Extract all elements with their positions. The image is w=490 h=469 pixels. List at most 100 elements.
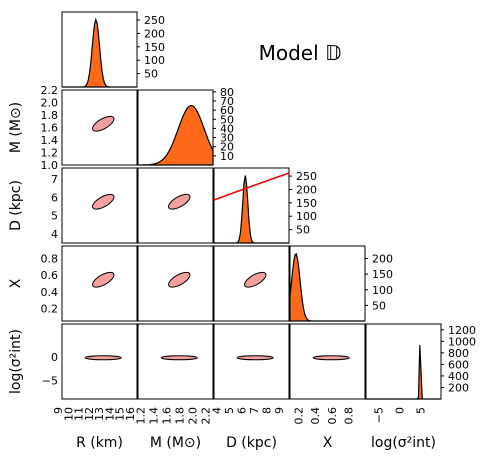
x-tick-label: 1.4 [148, 407, 161, 425]
y-tick-label: 0.6 [41, 269, 59, 282]
hist-tick-label: 60 [220, 104, 234, 117]
y-tick-label: −5 [42, 374, 58, 387]
y-tick-label: 6 [51, 191, 58, 204]
x-tick-label: 5 [414, 407, 427, 414]
x-axis-label-R: R (km) [76, 435, 123, 451]
scatter-panel-M-sig [137, 323, 214, 400]
hist-tick-label: 50 [144, 68, 158, 81]
histogram-frame-X [289, 245, 366, 322]
posterior-contour [160, 355, 198, 361]
histogram-D [214, 175, 289, 244]
hist-tick-label: 100 [372, 284, 393, 297]
hist-tick-label: 10 [220, 150, 234, 163]
x-tick-label: 1.8 [174, 407, 187, 425]
hist-tick-label: 30 [220, 132, 234, 145]
hist-tick-label: 80 [220, 86, 234, 99]
y-tick-label: 0.2 [41, 303, 59, 316]
histogram-R [62, 17, 137, 88]
hist-tick-label: 1000 [448, 335, 476, 348]
y-tick-label: 5 [51, 210, 58, 223]
scatter-panel-R-sig [61, 323, 138, 400]
x-tick-label: 14 [103, 407, 116, 421]
hist-tick-label: 600 [448, 358, 469, 371]
x-tick-label: 0.6 [326, 407, 339, 425]
x-tick-label: 11 [73, 407, 86, 421]
scatter-panel-D-sig [213, 323, 290, 400]
x-tick-label: 12 [83, 407, 96, 421]
histogram-frame-sig [365, 323, 442, 400]
y-axis-label: log(σ²int) [8, 329, 24, 394]
histogram-sig [366, 344, 441, 400]
y-axis-label: X [8, 278, 24, 288]
hist-tick-label: 200 [372, 253, 393, 266]
x-axis-label-sig: log(σ²int) [371, 435, 436, 451]
x-tick-label: 2.2 [200, 407, 213, 425]
x-tick-label: 4 [210, 407, 223, 414]
x-tick-label: 2.0 [187, 407, 200, 425]
x-tick-label: 13 [93, 407, 106, 421]
x-tick-label: 10 [62, 407, 75, 421]
y-tick-label: 2.0 [41, 97, 59, 110]
x-tick-label: 9 [273, 407, 286, 414]
y-tick-label: 7 [51, 173, 58, 186]
scatter-panel-X-sig [289, 323, 366, 400]
hist-tick-label: 100 [144, 54, 165, 67]
posterior-contour [236, 355, 274, 361]
x-tick-label: −5 [373, 407, 386, 423]
hist-tick-label: 200 [144, 27, 165, 40]
hist-tick-label: 70 [220, 95, 234, 108]
x-axis-label-M: M (M⊙) [150, 435, 201, 451]
hist-tick-label: 40 [220, 122, 234, 135]
hist-tick-label: 200 [448, 381, 469, 394]
x-tick-label: 15 [114, 407, 127, 421]
x-tick-label: 7 [248, 407, 261, 414]
histogram-X [289, 252, 365, 322]
y-axis-label: M (M⊙) [8, 102, 24, 153]
prior-curve [213, 172, 290, 201]
y-axis-label: D (kpc) [8, 180, 24, 231]
hist-tick-label: 400 [448, 370, 469, 383]
y-tick-label: 4 [51, 228, 58, 241]
x-tick-label: 0 [394, 407, 407, 414]
x-tick-label: 6 [235, 407, 248, 414]
histogram-M [138, 105, 214, 166]
y-tick-label: 2.2 [41, 84, 59, 97]
x-axis-label-X: X [323, 435, 333, 451]
y-tick-label: 0 [51, 351, 58, 364]
x-axis-label-D: D (kpc) [226, 435, 277, 451]
y-tick-label: 0.4 [41, 286, 59, 299]
posterior-contour [168, 193, 191, 210]
hist-tick-label: 150 [296, 197, 317, 210]
histogram-frame-D [213, 167, 290, 244]
hist-tick-label: 50 [296, 224, 310, 237]
hist-tick-label: 50 [220, 113, 234, 126]
posterior-contour [312, 355, 350, 361]
y-tick-label: 1.4 [41, 134, 59, 147]
y-tick-label: 0.8 [41, 253, 59, 266]
x-tick-label: 16 [124, 407, 137, 421]
x-tick-label: 1.6 [161, 407, 174, 425]
hist-tick-label: 100 [296, 210, 317, 223]
y-tick-label: 1.6 [41, 122, 59, 135]
hist-tick-label: 200 [296, 183, 317, 196]
hist-tick-label: 1200 [448, 324, 476, 337]
posterior-contour [84, 355, 122, 361]
hist-tick-label: 150 [372, 268, 393, 281]
x-tick-label: 0.4 [309, 407, 322, 425]
posterior-contour [92, 271, 115, 288]
posterior-contour [168, 271, 191, 288]
x-tick-label: 9 [52, 407, 65, 414]
x-tick-label: 0.8 [343, 407, 356, 425]
y-tick-label: 1.0 [41, 159, 59, 172]
hist-tick-label: 800 [448, 347, 469, 360]
x-tick-label: 1.2 [135, 407, 148, 425]
posterior-contour [92, 115, 115, 132]
x-tick-label: 5 [223, 407, 236, 414]
x-tick-label: 0.2 [293, 407, 306, 425]
hist-tick-label: 20 [220, 141, 234, 154]
chart-title: Model 𝔻 [259, 41, 342, 65]
y-tick-label: 1.2 [41, 147, 59, 160]
hist-tick-label: 50 [372, 299, 386, 312]
